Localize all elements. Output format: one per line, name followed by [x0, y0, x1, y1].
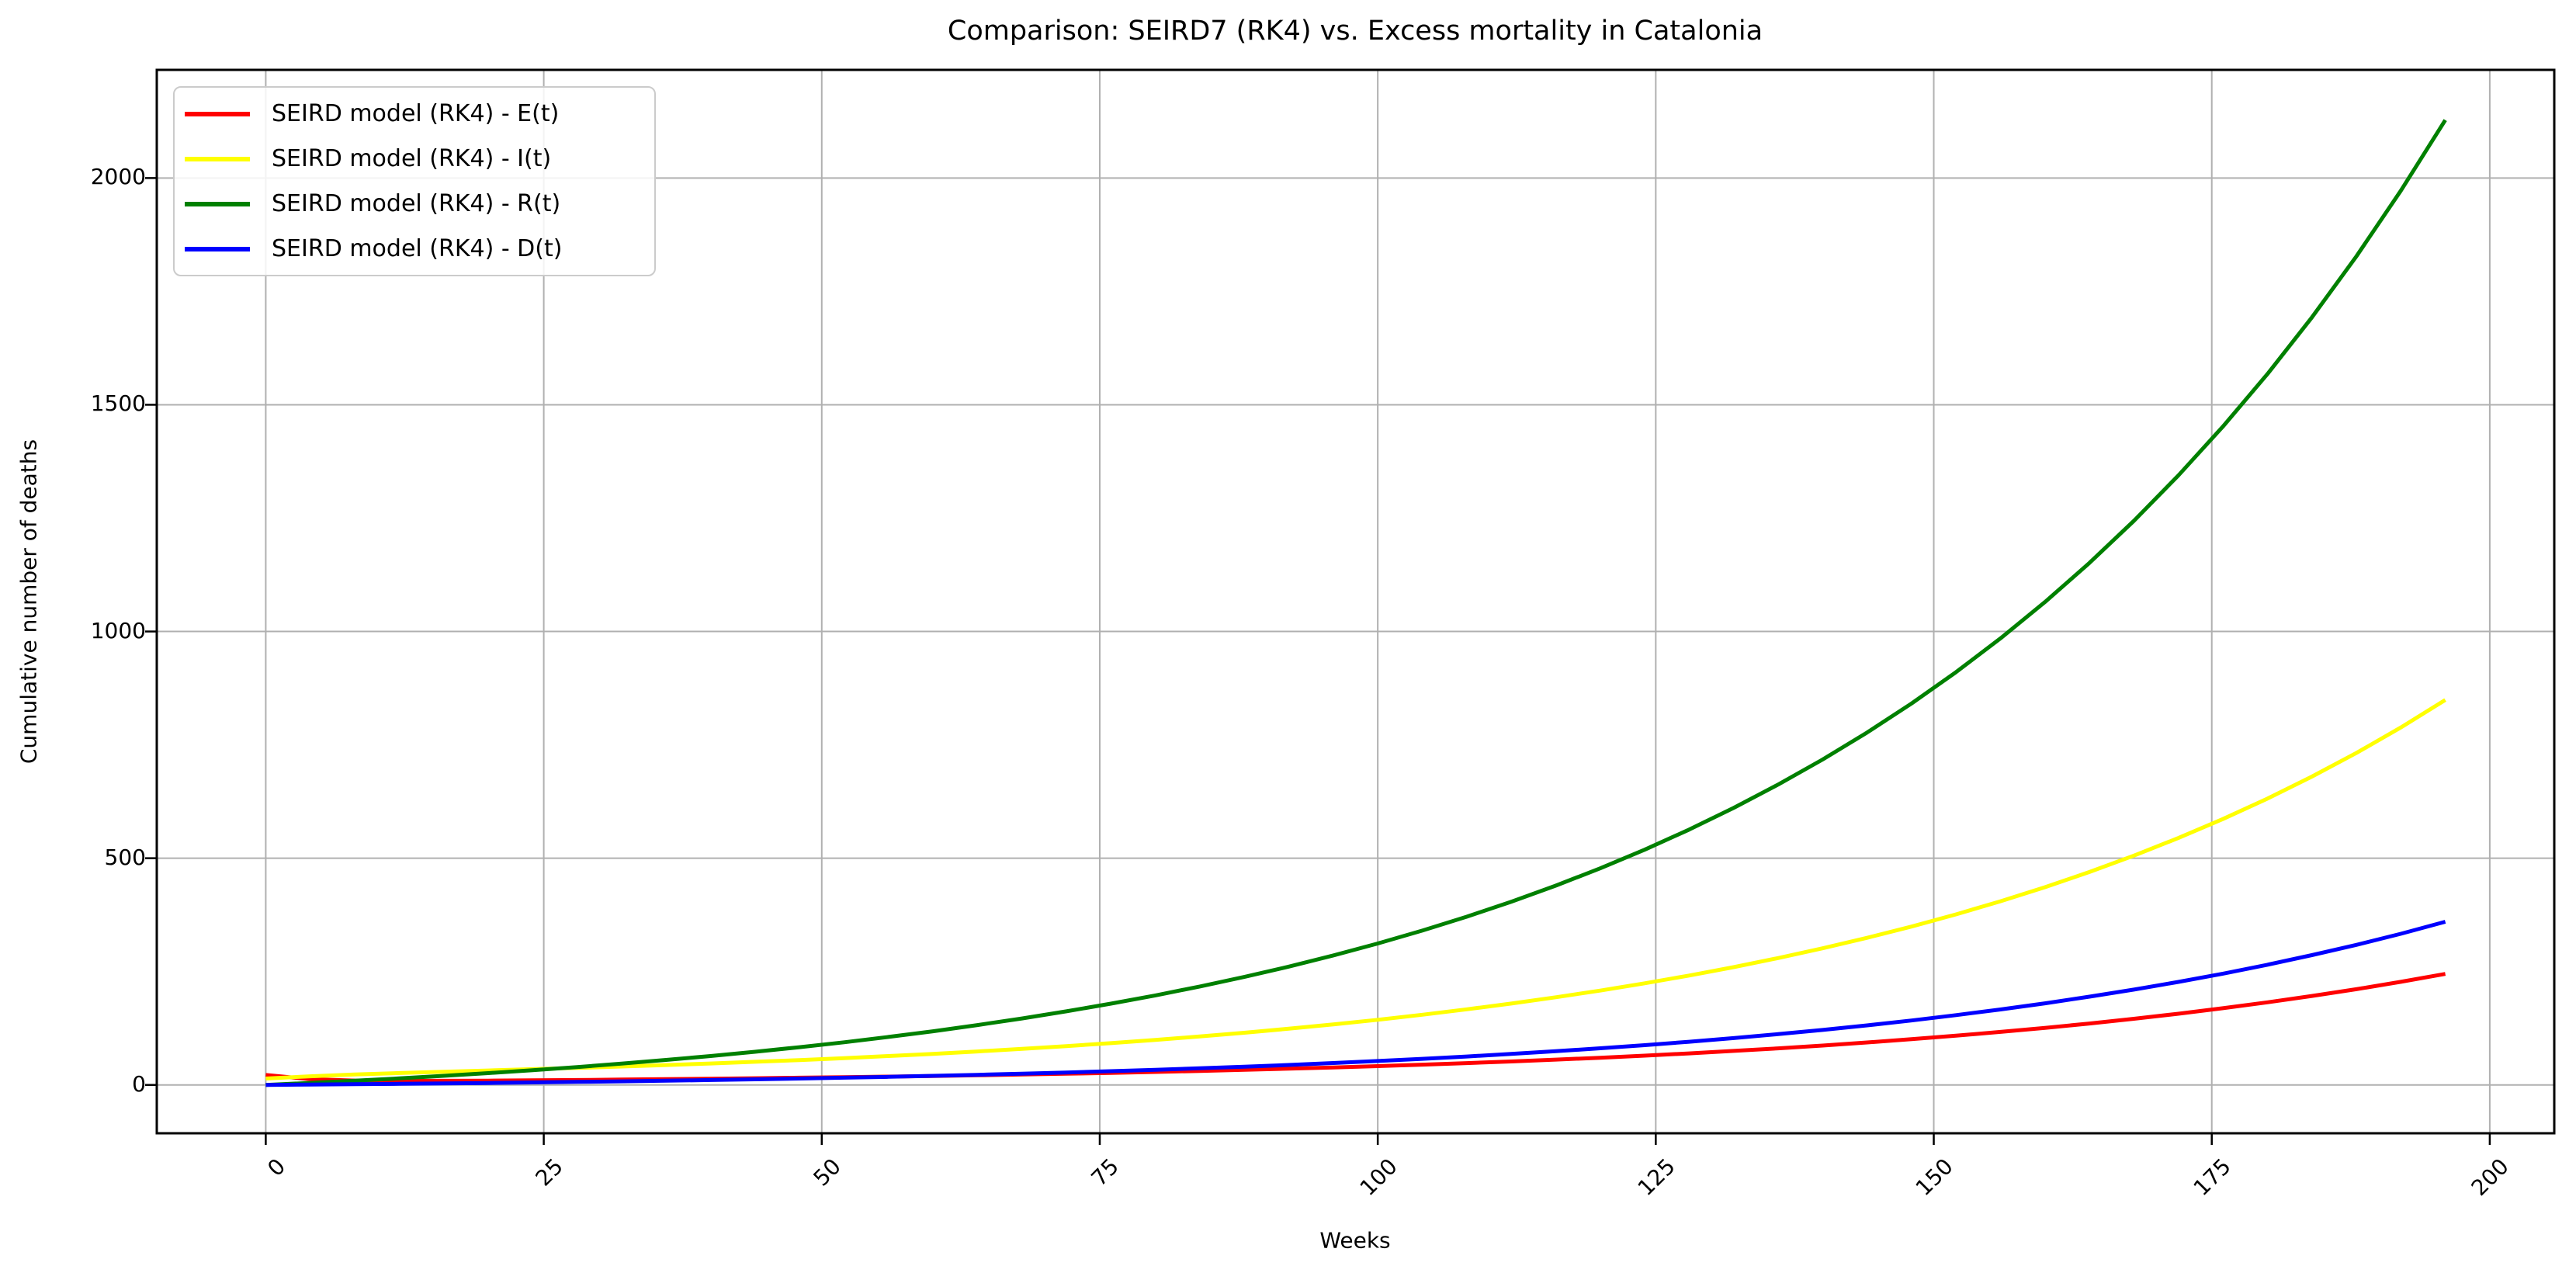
legend-label: SEIRD model (RK4) - E(t): [272, 100, 560, 127]
legend-item: SEIRD model (RK4) - D(t): [175, 235, 654, 262]
series-line-r: [265, 119, 2447, 1087]
series-line-i: [265, 698, 2446, 1080]
legend: SEIRD model (RK4) - E(t) SEIRD model (RK4…: [173, 86, 656, 276]
legend-line-swatch: [185, 246, 250, 251]
chart-title: Comparison: SEIRD7 (RK4) vs. Excess mort…: [947, 16, 1763, 47]
y-tick-label: 500: [104, 844, 146, 870]
legend-line-swatch: [185, 201, 250, 206]
y-tick-label: 1500: [90, 390, 146, 417]
legend-item: SEIRD model (RK4) - I(t): [175, 145, 654, 172]
legend-line-swatch: [185, 111, 250, 116]
y-axis-label: Cumulative number of deaths: [16, 439, 42, 765]
plot-spines: [155, 68, 2556, 1135]
series-line-d: [265, 920, 2446, 1087]
y-tick-label: 1000: [90, 617, 146, 643]
legend-item: SEIRD model (RK4) - R(t): [175, 190, 654, 217]
y-tick-label: 2000: [90, 164, 146, 190]
legend-label: SEIRD model (RK4) - I(t): [272, 145, 552, 172]
legend-item: SEIRD model (RK4) - E(t): [175, 100, 654, 127]
x-axis-label: Weeks: [1319, 1227, 1391, 1254]
legend-line-swatch: [185, 156, 250, 161]
y-tick-label: 0: [132, 1070, 146, 1097]
legend-label: SEIRD model (RK4) - R(t): [272, 190, 561, 217]
legend-label: SEIRD model (RK4) - D(t): [272, 235, 563, 262]
